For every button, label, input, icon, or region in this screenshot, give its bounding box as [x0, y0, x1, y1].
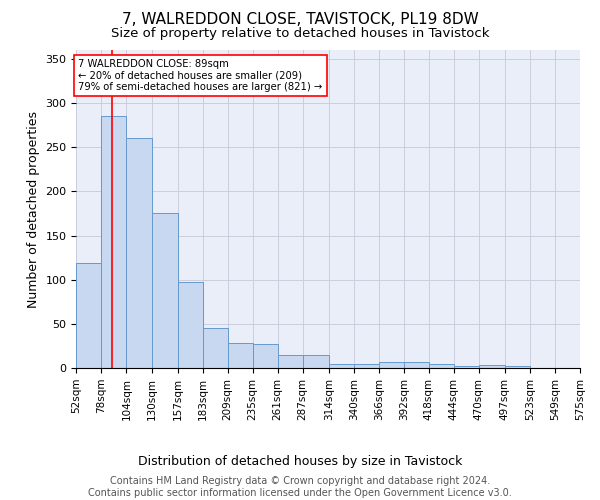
Bar [479, 364, 505, 368]
Bar [278, 355, 302, 368]
Bar [329, 364, 354, 368]
Bar [404, 362, 429, 368]
Bar [302, 355, 329, 368]
Bar [178, 282, 203, 368]
Bar [76, 263, 101, 368]
Bar [227, 344, 253, 368]
Bar [379, 362, 404, 368]
Bar [429, 364, 454, 368]
Bar [354, 364, 379, 368]
Bar [203, 328, 227, 368]
Text: Contains HM Land Registry data © Crown copyright and database right 2024.
Contai: Contains HM Land Registry data © Crown c… [88, 476, 512, 498]
Bar [505, 366, 530, 368]
Bar [127, 138, 152, 368]
Bar [152, 214, 178, 368]
Y-axis label: Number of detached properties: Number of detached properties [27, 110, 40, 308]
Text: 7 WALREDDON CLOSE: 89sqm
← 20% of detached houses are smaller (209)
79% of semi-: 7 WALREDDON CLOSE: 89sqm ← 20% of detach… [79, 59, 323, 92]
Bar [101, 116, 127, 368]
Bar [253, 344, 278, 368]
Text: 7, WALREDDON CLOSE, TAVISTOCK, PL19 8DW: 7, WALREDDON CLOSE, TAVISTOCK, PL19 8DW [122, 12, 478, 28]
Text: Distribution of detached houses by size in Tavistock: Distribution of detached houses by size … [138, 455, 462, 468]
Text: Size of property relative to detached houses in Tavistock: Size of property relative to detached ho… [111, 28, 489, 40]
Bar [454, 366, 479, 368]
